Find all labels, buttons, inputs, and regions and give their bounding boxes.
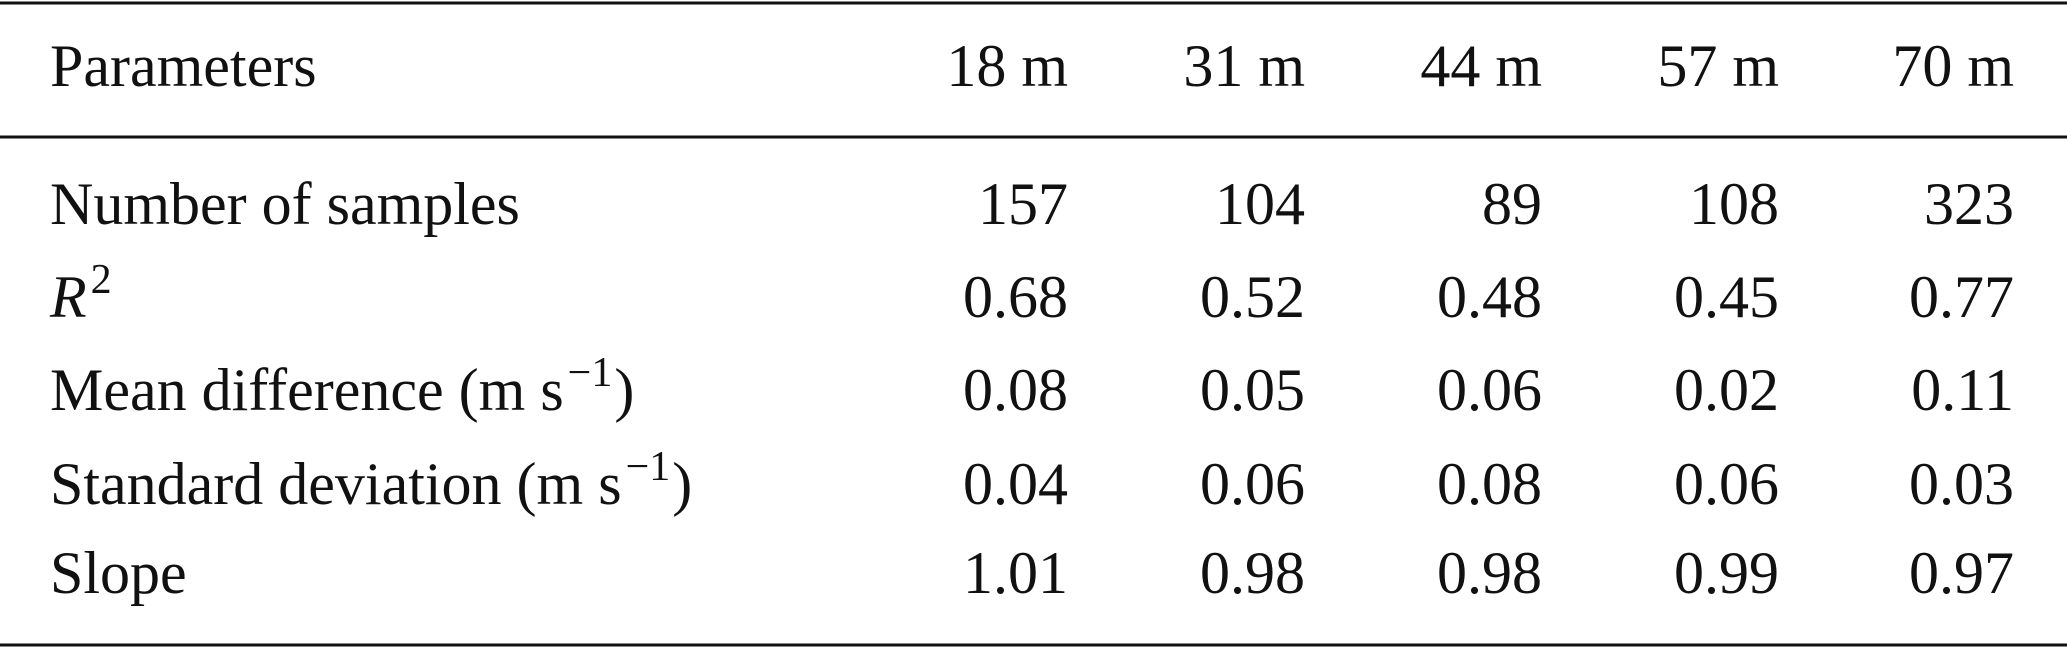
value-cell: 0.03 bbox=[1909, 451, 2014, 517]
value-cell: 0.04 bbox=[963, 451, 1068, 517]
value-cell: 0.98 bbox=[1437, 540, 1542, 606]
value-cell: 0.98 bbox=[1200, 540, 1305, 606]
header-cell: 57 m bbox=[1657, 33, 1779, 99]
value-cell: 0.68 bbox=[963, 264, 1068, 330]
label-text: ) bbox=[672, 451, 692, 517]
value-cell: 108 bbox=[1689, 171, 1779, 237]
value-cell: 104 bbox=[1215, 171, 1305, 237]
value-cell: 0.06 bbox=[1437, 357, 1542, 423]
row-label: Number of samples bbox=[50, 171, 520, 237]
value-cell: 0.08 bbox=[1437, 451, 1542, 517]
header-cell: 70 m bbox=[1892, 33, 2014, 99]
label-superscript: −1 bbox=[626, 444, 671, 490]
value-cell: 89 bbox=[1482, 171, 1542, 237]
value-cell: 0.06 bbox=[1200, 451, 1305, 517]
label-text: R bbox=[49, 264, 87, 330]
value-cell: 0.02 bbox=[1674, 357, 1779, 423]
header-cell: Parameters bbox=[50, 33, 317, 99]
value-cell: 0.11 bbox=[1911, 357, 2014, 423]
label-text: ) bbox=[614, 357, 634, 423]
value-cell: 1.01 bbox=[963, 540, 1068, 606]
value-cell: 0.52 bbox=[1200, 264, 1305, 330]
value-cell: 0.48 bbox=[1437, 264, 1542, 330]
value-cell: 157 bbox=[978, 171, 1068, 237]
row-label: Slope bbox=[50, 540, 187, 606]
row-label: Standard deviation (m s−1) bbox=[50, 444, 692, 517]
row-label: R2 bbox=[49, 257, 112, 330]
row-label: Mean difference (m s−1) bbox=[50, 350, 634, 423]
value-cell: 323 bbox=[1924, 171, 2014, 237]
label-text: Slope bbox=[50, 540, 187, 606]
value-cell: 0.77 bbox=[1909, 264, 2014, 330]
header-cell: 44 m bbox=[1420, 33, 1542, 99]
value-cell: 0.06 bbox=[1674, 451, 1779, 517]
label-text: Mean difference (m s bbox=[50, 357, 564, 423]
header-cell: 18 m bbox=[946, 33, 1068, 99]
label-text: Number of samples bbox=[50, 171, 520, 237]
value-cell: 0.99 bbox=[1674, 540, 1779, 606]
value-cell: 0.45 bbox=[1674, 264, 1779, 330]
label-superscript: 2 bbox=[91, 257, 112, 303]
header-cell: 31 m bbox=[1183, 33, 1305, 99]
value-cell: 0.97 bbox=[1909, 540, 2014, 606]
value-cell: 0.08 bbox=[963, 357, 1068, 423]
value-cell: 0.05 bbox=[1200, 357, 1305, 423]
label-text: Standard deviation (m s bbox=[50, 451, 622, 517]
label-superscript: −1 bbox=[568, 350, 613, 396]
